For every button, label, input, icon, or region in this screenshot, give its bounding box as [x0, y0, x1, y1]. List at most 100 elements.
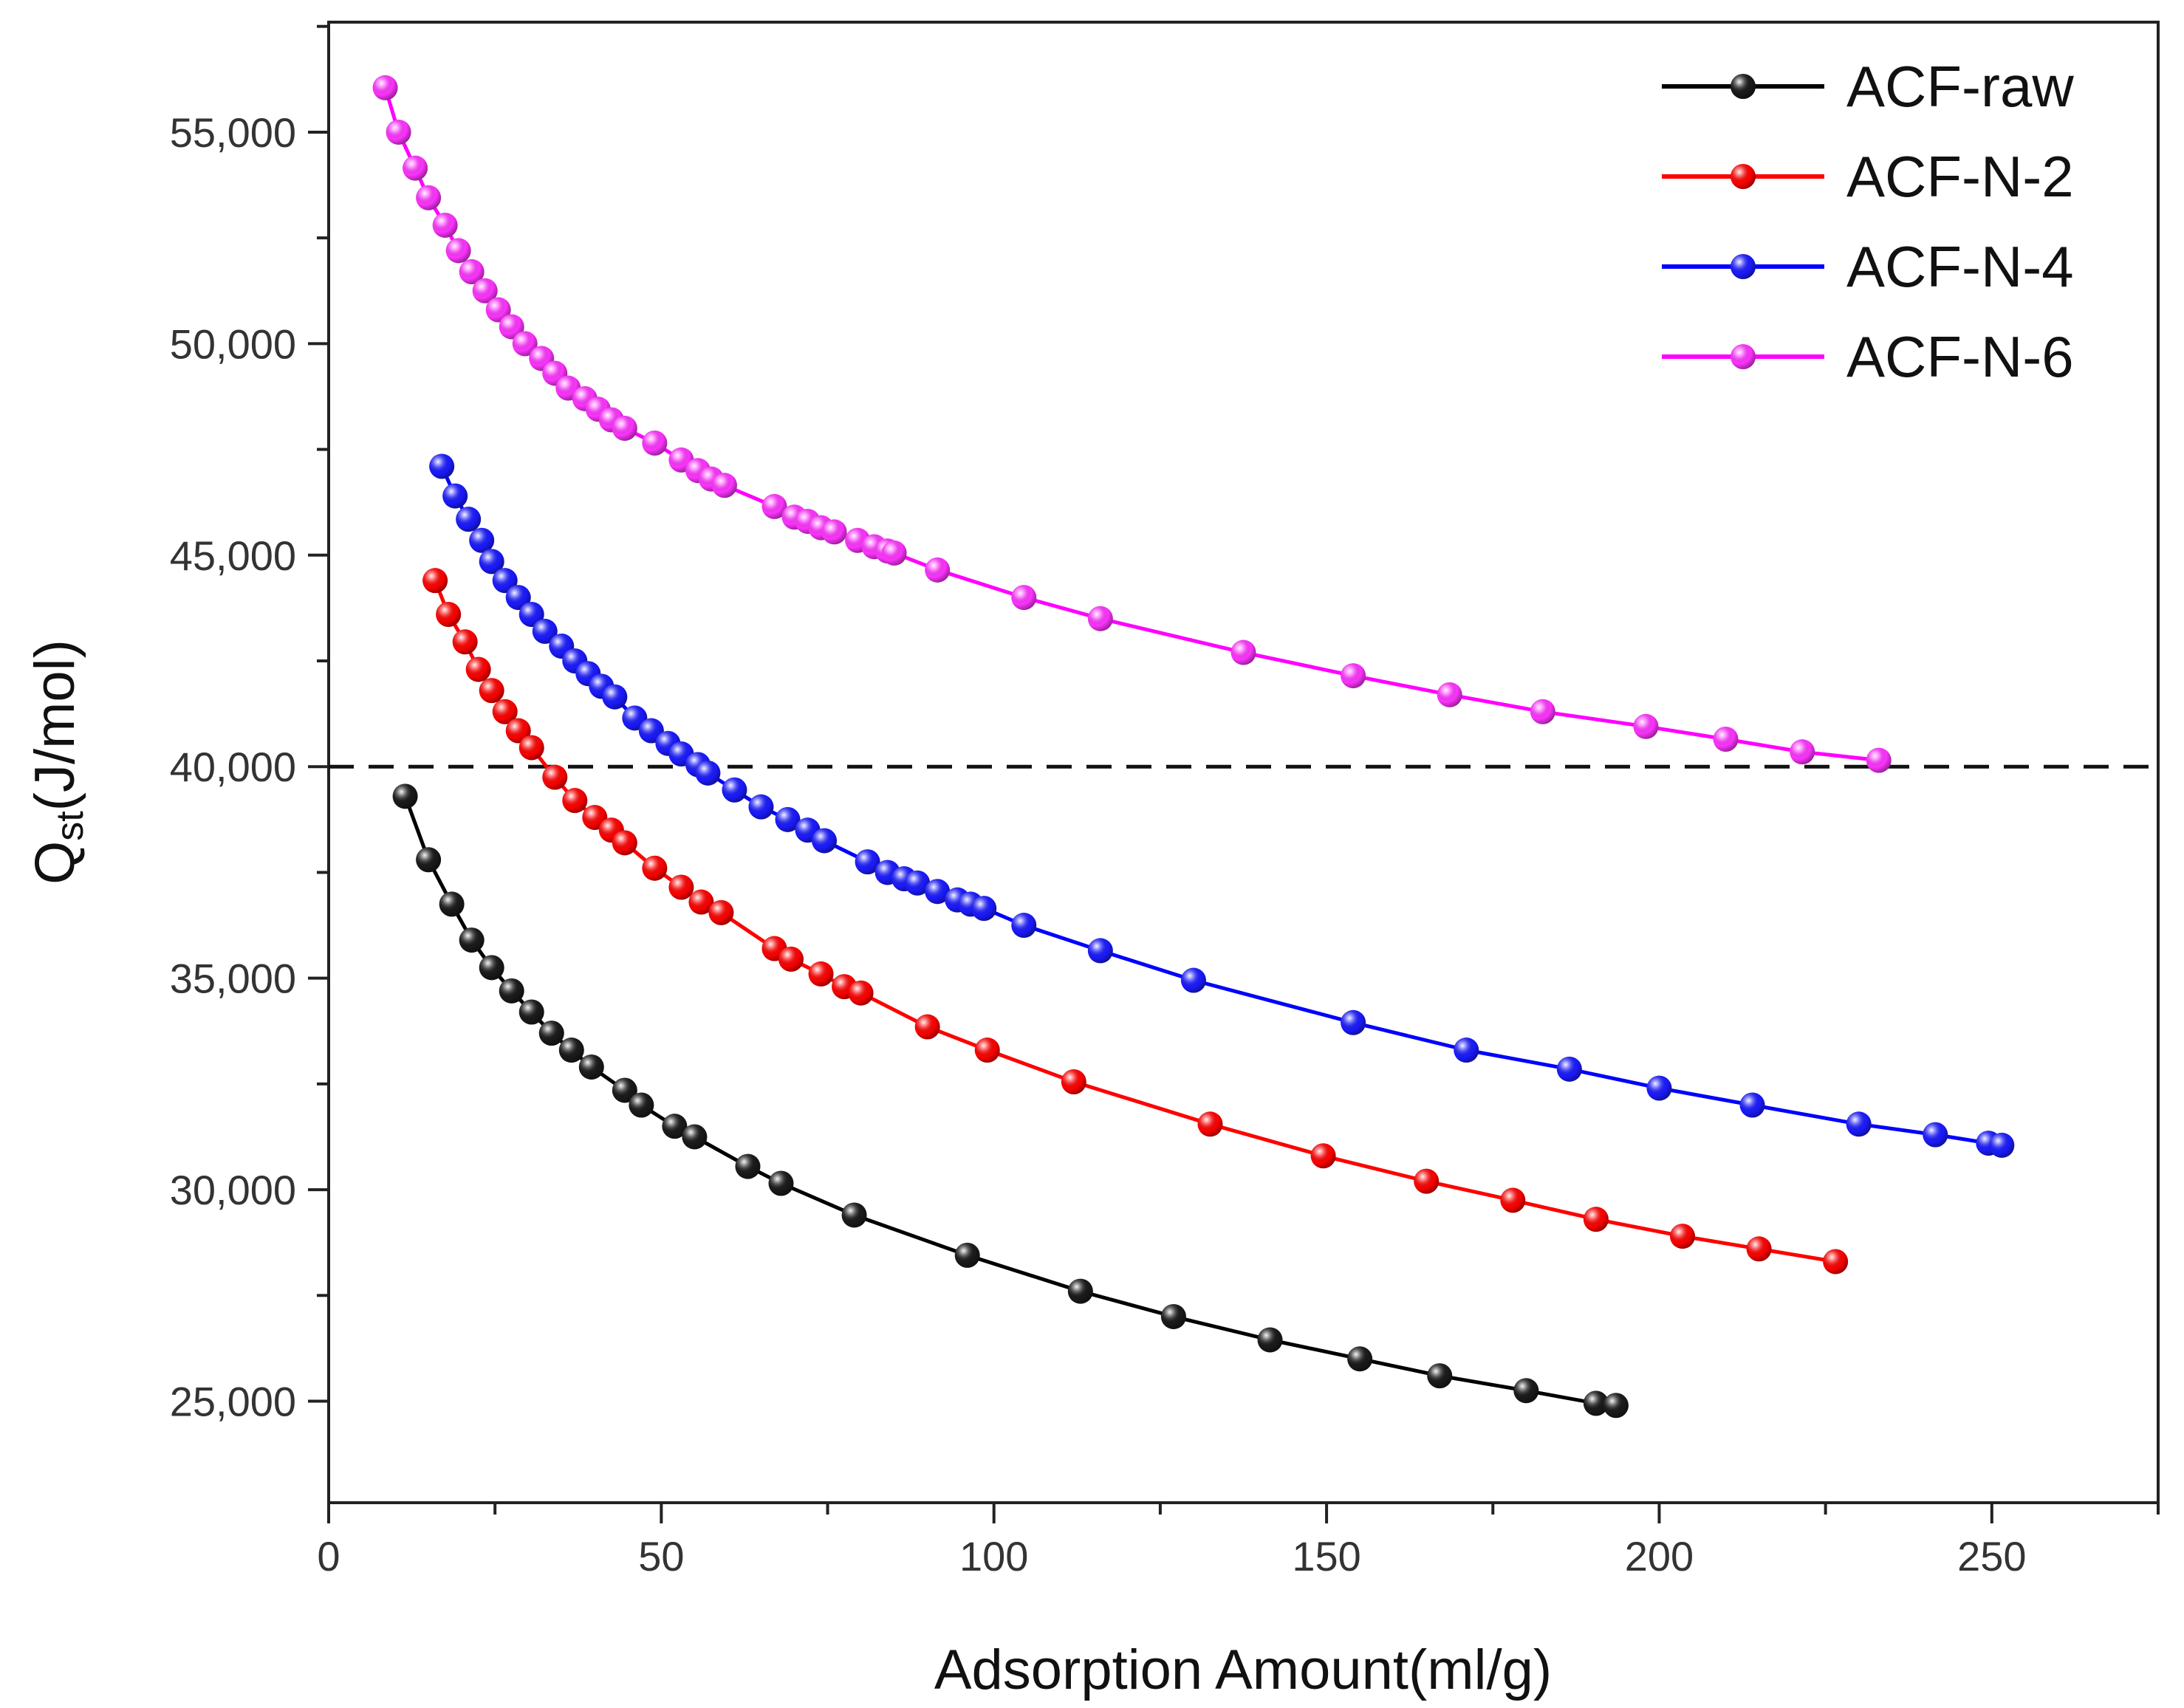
data-point-acf-raw — [682, 1124, 708, 1150]
data-point-acf-n-2 — [1197, 1111, 1223, 1137]
data-point-acf-n-2 — [542, 764, 568, 790]
legend-label: ACF-raw — [1846, 54, 2074, 119]
data-point-acf-raw — [1257, 1327, 1283, 1353]
y-axis-tick-labels: 25,000 30,000 35,000 40,000 45,000 50,000 55,0… — [170, 109, 296, 1425]
data-point-acf-n-4 — [456, 507, 482, 532]
data-point-acf-n-4 — [812, 828, 838, 854]
data-point-acf-n-2 — [505, 718, 531, 744]
legend-label: ACF-N-4 — [1846, 234, 2074, 299]
legend: ACF-raw ACF-N-2 ACF-N-4 ACF-N-6 — [1662, 54, 2074, 389]
data-point-acf-n-6 — [1230, 639, 1256, 665]
data-point-acf-n-6 — [1866, 747, 1892, 773]
data-point-acf-n-2 — [778, 946, 804, 972]
data-point-acf-n-4 — [775, 806, 801, 832]
data-point-acf-n-2 — [1500, 1187, 1526, 1213]
data-point-acf-raw — [459, 927, 485, 953]
data-point-acf-raw — [841, 1202, 867, 1228]
data-point-acf-n-4 — [1454, 1038, 1479, 1063]
y-tick-label: 35,000 — [170, 956, 296, 1002]
data-point-acf-n-6 — [761, 493, 787, 519]
x-axis-ticks — [327, 1503, 2160, 1523]
series-acf-n-6 — [372, 75, 1892, 773]
legend-marker — [1731, 344, 1756, 369]
legend-marker — [1731, 164, 1756, 189]
data-point-acf-n-4 — [695, 760, 721, 786]
legend-label: ACF-N-6 — [1846, 324, 2074, 389]
data-point-acf-raw — [954, 1242, 980, 1268]
data-point-acf-raw — [1347, 1346, 1373, 1372]
data-point-acf-n-4 — [722, 777, 747, 803]
data-point-acf-n-2 — [642, 855, 668, 881]
data-point-acf-n-6 — [612, 415, 637, 441]
data-point-acf-raw — [479, 955, 504, 981]
data-point-acf-n-6 — [432, 212, 458, 238]
data-point-acf-n-6 — [416, 185, 442, 210]
data-point-acf-raw — [558, 1038, 584, 1063]
y-axis-ticks — [308, 24, 329, 1403]
legend-marker — [1731, 254, 1756, 279]
data-point-acf-n-2 — [518, 735, 544, 761]
data-point-acf-n-4 — [855, 849, 880, 875]
y-axis-title: Qst(J/mol) — [24, 639, 92, 885]
data-point-acf-n-6 — [1633, 713, 1659, 739]
data-point-acf-n-2 — [612, 830, 637, 856]
data-point-acf-n-2 — [436, 602, 462, 627]
data-point-acf-n-4 — [1923, 1122, 1948, 1148]
y-tick-label: 30,000 — [170, 1167, 296, 1213]
data-point-acf-n-6 — [472, 278, 498, 303]
data-point-acf-n-6 — [711, 473, 737, 498]
data-point-acf-n-4 — [748, 794, 774, 820]
data-point-acf-n-6 — [881, 540, 907, 566]
data-point-acf-n-4 — [505, 585, 531, 611]
y-tick-label: 45,000 — [170, 532, 296, 579]
data-point-acf-n-2 — [1414, 1168, 1440, 1194]
data-point-acf-n-2 — [562, 788, 588, 814]
x-tick-label: 0 — [317, 1533, 340, 1580]
data-point-acf-raw — [538, 1021, 564, 1046]
y-tick-label: 25,000 — [170, 1379, 296, 1425]
series-group — [372, 75, 2015, 1419]
data-point-acf-raw — [518, 999, 544, 1025]
data-point-acf-n-2 — [708, 899, 734, 925]
data-point-acf-n-4 — [532, 618, 558, 644]
data-point-acf-n-6 — [925, 557, 951, 583]
data-point-acf-raw — [1603, 1393, 1629, 1419]
data-point-acf-n-2 — [1061, 1069, 1086, 1095]
data-point-acf-n-2 — [1669, 1224, 1695, 1249]
data-point-acf-raw — [735, 1153, 761, 1179]
plot-frame — [327, 21, 2160, 1504]
data-point-acf-n-2 — [668, 874, 694, 900]
data-point-acf-n-4 — [1341, 1009, 1366, 1035]
data-point-acf-n-4 — [1180, 967, 1206, 993]
data-point-acf-n-6 — [372, 75, 398, 100]
y-tick-label: 40,000 — [170, 744, 296, 790]
data-point-acf-n-6 — [485, 297, 511, 323]
data-point-acf-n-4 — [1989, 1132, 2015, 1158]
y-tick-label: 55,000 — [170, 109, 296, 156]
y-tick-label: 50,000 — [170, 320, 296, 367]
data-point-acf-n-2 — [479, 678, 504, 704]
data-point-acf-n-6 — [1790, 739, 1815, 765]
data-point-acf-n-4 — [602, 684, 628, 710]
data-point-acf-n-4 — [492, 568, 518, 594]
legend-item-acf-raw: ACF-raw — [1662, 54, 2074, 119]
data-point-acf-n-2 — [1823, 1249, 1849, 1275]
data-point-acf-n-2 — [848, 980, 874, 1006]
data-point-acf-n-2 — [1583, 1207, 1609, 1232]
data-point-acf-n-6 — [445, 238, 471, 264]
data-point-acf-n-2 — [1746, 1236, 1772, 1262]
series-line-acf-n-4 — [439, 465, 2002, 1148]
data-point-acf-n-4 — [971, 896, 997, 922]
legend-item-acf-n-6: ACF-N-6 — [1662, 324, 2074, 389]
data-point-acf-n-4 — [518, 602, 544, 627]
data-point-acf-n-6 — [1713, 726, 1739, 752]
data-point-acf-n-6 — [386, 119, 411, 145]
data-point-acf-n-4 — [429, 453, 455, 479]
legend-item-acf-n-4: ACF-N-4 — [1662, 234, 2074, 299]
data-point-acf-raw — [1583, 1390, 1609, 1416]
x-axis-title: Adsorption Amount(ml/g) — [934, 1639, 1552, 1701]
data-point-acf-n-6 — [821, 519, 847, 545]
data-point-acf-n-6 — [1087, 606, 1113, 631]
data-point-acf-n-4 — [1739, 1092, 1765, 1118]
data-point-acf-n-2 — [974, 1038, 1000, 1063]
